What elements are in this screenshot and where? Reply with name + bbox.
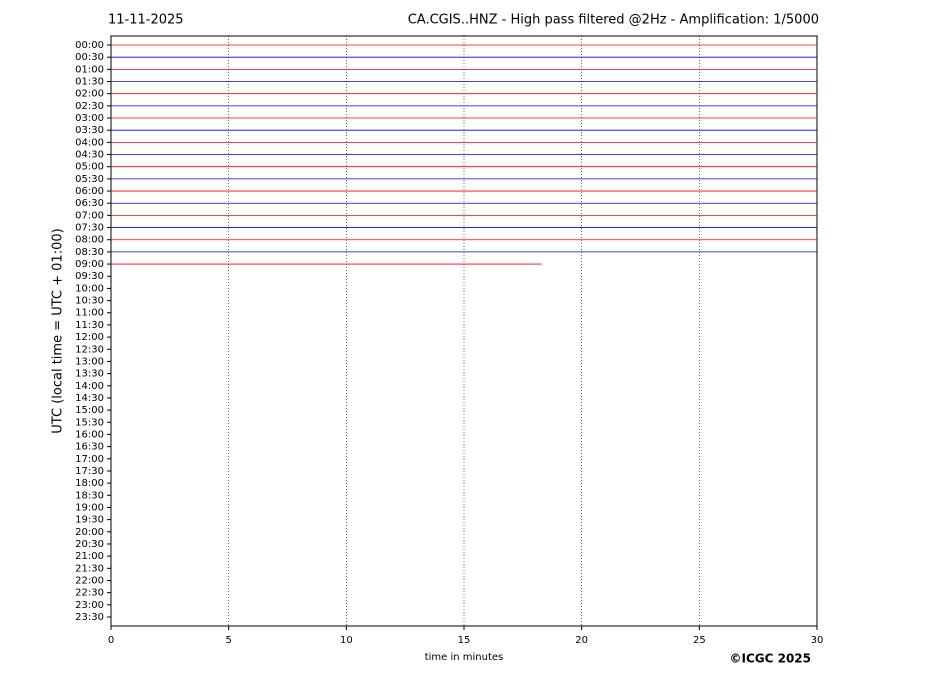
x-tick-label: 20	[575, 635, 588, 646]
y-tick-label: 21:30	[75, 563, 104, 574]
credit: ©ICGC 2025	[729, 652, 811, 666]
chart-title: 11-11-2025	[108, 13, 184, 28]
y-tick-label: 01:30	[75, 77, 104, 88]
y-tick-label: 10:30	[75, 296, 104, 307]
y-tick-label: 03:30	[75, 125, 104, 136]
y-tick-label: 15:00	[75, 405, 104, 416]
y-tick-label: 05:00	[75, 162, 104, 173]
y-tick-label: 16:30	[75, 442, 104, 453]
y-tick-label: 20:30	[75, 539, 104, 550]
chart-subtitle: CA.CGIS..HNZ - High pass filtered @2Hz -…	[408, 13, 819, 28]
y-tick-label: 18:30	[75, 490, 104, 501]
y-tick-label: 19:00	[75, 502, 104, 513]
y-tick-label: 13:00	[75, 356, 104, 367]
x-tick-label: 5	[225, 635, 231, 646]
x-axis-label: time in minutes	[425, 652, 504, 663]
y-tick-label: 20:00	[75, 527, 104, 538]
y-tick-label: 13:30	[75, 369, 104, 380]
y-tick-label: 04:00	[75, 137, 104, 148]
x-tick-label: 0	[108, 635, 114, 646]
y-tick-label: 09:00	[75, 259, 104, 270]
y-tick-label: 06:30	[75, 198, 104, 209]
y-tick-label: 18:00	[75, 478, 104, 489]
y-tick-label: 08:30	[75, 247, 104, 258]
y-tick-label: 00:30	[75, 52, 104, 63]
x-tick-label: 30	[811, 635, 824, 646]
x-tick-label: 25	[693, 635, 706, 646]
y-tick-label: 12:00	[75, 332, 104, 343]
y-tick-label: 00:00	[75, 40, 104, 51]
y-axis-label: UTC (local time = UTC + 01:00)	[51, 228, 66, 433]
y-tick-label: 23:00	[75, 600, 104, 611]
y-tick-label: 10:00	[75, 283, 104, 294]
y-tick-label: 12:30	[75, 344, 104, 355]
y-tick-label: 06:00	[75, 186, 104, 197]
y-tick-label: 11:30	[75, 320, 104, 331]
y-tick-label: 07:00	[75, 210, 104, 221]
y-tick-label: 05:30	[75, 174, 104, 185]
y-tick-label: 02:00	[75, 89, 104, 100]
y-tick-label: 23:30	[75, 612, 104, 623]
x-tick-label: 10	[340, 635, 353, 646]
y-tick-label: 07:30	[75, 223, 104, 234]
y-tick-label: 08:00	[75, 235, 104, 246]
y-tick-label: 14:30	[75, 393, 104, 404]
y-tick-label: 09:30	[75, 271, 104, 282]
x-tick-label: 15	[458, 635, 471, 646]
y-tick-label: 01:00	[75, 64, 104, 75]
y-tick-label: 15:30	[75, 417, 104, 428]
y-tick-label: 04:30	[75, 150, 104, 161]
y-tick-label: 17:30	[75, 466, 104, 477]
y-tick-label: 22:30	[75, 588, 104, 599]
y-tick-label: 21:00	[75, 551, 104, 562]
y-tick-label: 16:00	[75, 429, 104, 440]
y-tick-label: 11:00	[75, 308, 104, 319]
y-tick-label: 03:00	[75, 113, 104, 124]
y-tick-label: 19:30	[75, 515, 104, 526]
y-tick-label: 22:00	[75, 575, 104, 586]
y-tick-label: 02:30	[75, 101, 104, 112]
y-tick-label: 17:00	[75, 454, 104, 465]
y-tick-label: 14:00	[75, 381, 104, 392]
